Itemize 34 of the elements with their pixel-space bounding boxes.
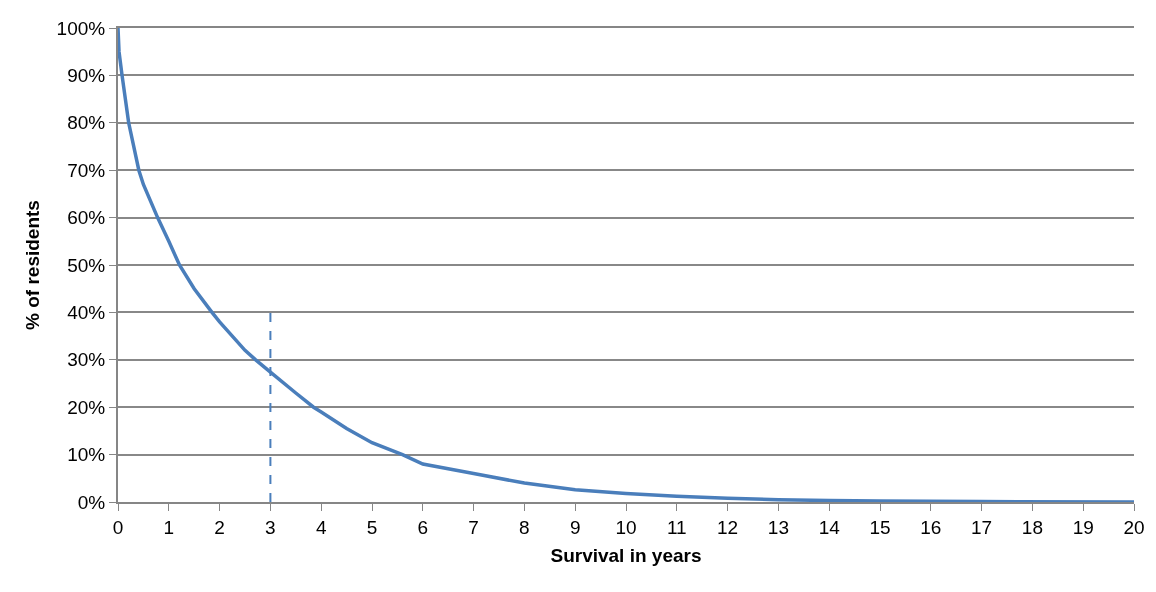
y-tick-label: 60% [67,207,106,229]
x-tick-label: 5 [366,516,378,538]
x-tick-label: 13 [767,516,789,538]
y-tick-label: 70% [67,159,106,181]
x-tick-label: 16 [920,516,942,538]
x-tick-label: 2 [214,516,225,538]
x-tick-label: 6 [417,516,429,538]
y-tick-label: 50% [67,254,106,276]
x-tick-label: 3 [265,516,276,538]
y-tick-label: 10% [67,444,106,466]
y-tick-label: 90% [67,65,106,87]
x-tick-label: 18 [1021,516,1043,538]
x-tick-label: 0 [112,516,124,538]
x-tick-label: 14 [818,516,841,538]
x-tick-label: 15 [869,516,891,538]
x-tick-label: 19 [1072,516,1094,538]
x-tick-label: 8 [519,516,530,538]
x-tick-label: 10 [615,516,637,538]
y-tick-label: 40% [67,302,106,324]
x-tick-label: 17 [971,516,993,538]
x-tick-label: 7 [468,516,479,538]
y-tick-label: 20% [67,396,106,418]
x-tick-label: 20 [1123,516,1145,538]
y-axis-title: % of residents [21,200,43,330]
x-tick-label: 9 [569,516,581,538]
x-tick-label: 12 [717,516,739,538]
y-tick-label: 30% [67,349,106,371]
y-tick-label: 100% [56,17,106,39]
y-tick-label: 80% [67,112,106,134]
x-tick-label: 1 [163,516,175,538]
y-tick-label: 0% [77,491,106,513]
x-tick-label: 4 [315,516,327,538]
x-axis-title: Survival in years [550,545,702,567]
x-tick-label: 11 [666,516,687,538]
